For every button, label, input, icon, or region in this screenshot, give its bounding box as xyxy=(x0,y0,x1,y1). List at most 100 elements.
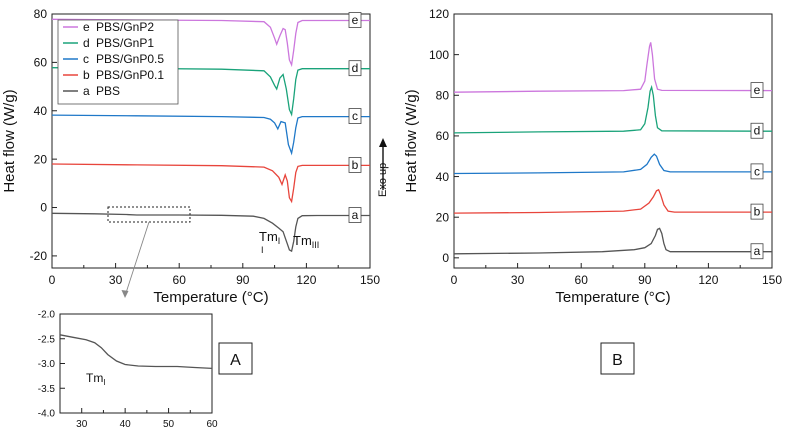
x-tick-label: 0 xyxy=(49,273,56,287)
inset-tm1-label: TmI xyxy=(86,371,106,387)
zoom-arrow-line xyxy=(124,221,150,297)
panel-b-chart: 0 30 60 90 120 150 0 20 40 60 80 100 120 Temperature … xyxy=(403,7,782,306)
panel-a-tag: A xyxy=(230,352,241,369)
y-tick-label: 40 xyxy=(436,170,450,184)
curve-label-a: a xyxy=(352,208,359,222)
exo-up-arrow-head xyxy=(379,138,387,147)
series-line-e xyxy=(453,42,773,93)
x-tick-label: 120 xyxy=(296,273,316,287)
curve-label-c: c xyxy=(352,109,358,123)
x-tick-label: 60 xyxy=(206,419,218,430)
y-axis-label: Heat flow (W/g) xyxy=(403,89,420,192)
y-tick-label: 60 xyxy=(436,129,450,143)
x-axis-label: Temperature (°C) xyxy=(153,289,268,306)
y-tick-label: 80 xyxy=(34,7,48,21)
y-tick-label: -2.5 xyxy=(38,334,56,345)
y-tick-label: 0 xyxy=(442,251,449,265)
x-tick-label: 30 xyxy=(109,273,123,287)
curve-label-box-c xyxy=(750,163,764,180)
panel-a-curves xyxy=(51,18,370,253)
x-tick-label: 90 xyxy=(236,273,250,287)
x-tick-label: 120 xyxy=(698,273,718,287)
legend-letter-a: a xyxy=(83,84,90,98)
curve-label-c: c xyxy=(754,164,760,178)
legend-letter-c: c xyxy=(83,52,89,66)
inset-axes: 30 40 50 60 -2.0 -2.5 -3.0 -3.5 -4.0 xyxy=(38,310,218,431)
curve-label-box-e xyxy=(348,12,362,28)
series-line-c xyxy=(51,114,370,156)
series-line-d xyxy=(453,84,773,134)
x-axis-label: Temperature (°C) xyxy=(555,289,670,306)
curve-label-box-e xyxy=(750,82,764,99)
y-tick-label: -3.0 xyxy=(38,359,56,370)
curve-label-e: e xyxy=(754,83,761,97)
inset-chart: 30 40 50 60 -2.0 -2.5 -3.0 -3.5 -4.0 TmI xyxy=(38,310,218,431)
y-tick-label: 40 xyxy=(34,104,48,118)
legend: e PBS/GnP2 d PBS/GnP1 c PBS/GnP0.5 b PBS/GnP0.1… xyxy=(63,20,164,98)
series-line-d xyxy=(51,67,370,117)
x-tick-label: 0 xyxy=(451,273,458,287)
y-tick-label: -20 xyxy=(30,249,48,263)
panel-b-frame xyxy=(453,13,773,269)
curve-label-box-b xyxy=(750,203,764,220)
y-tick-label: 0 xyxy=(40,201,47,215)
legend-label-b: PBS/GnP0.1 xyxy=(96,68,164,82)
series-line-a xyxy=(59,334,213,370)
y-tick-label: 20 xyxy=(436,210,450,224)
panel-a-curve-labels: a b c d e xyxy=(348,12,362,223)
series-line-b xyxy=(453,188,772,214)
inset-frame xyxy=(59,313,213,414)
legend-letter-d: d xyxy=(83,36,90,50)
panel-b-curves xyxy=(453,42,773,255)
y-tick-label: 100 xyxy=(429,48,449,62)
curve-label-a: a xyxy=(754,244,761,258)
x-tick-label: 30 xyxy=(511,273,525,287)
tm3-label: TmIII xyxy=(293,233,319,250)
panel-b-tag: B xyxy=(612,352,623,369)
series-line-a xyxy=(51,212,370,253)
curve-label-box-c xyxy=(348,108,362,124)
curve-label-box-a xyxy=(750,243,764,260)
x-tick-label: 150 xyxy=(762,273,782,287)
zoom-arrow-head xyxy=(121,290,129,298)
curve-label-d: d xyxy=(754,124,761,138)
tm1-label: TmI xyxy=(259,229,280,246)
legend-box xyxy=(57,19,179,105)
legend-label-c: PBS/GnP0.5 xyxy=(96,52,164,66)
legend-letter-e: e xyxy=(83,20,90,34)
curve-label-e: e xyxy=(352,13,359,27)
legend-letter-b: b xyxy=(83,68,90,82)
x-tick-label: 40 xyxy=(120,419,132,430)
inset-curves xyxy=(59,334,213,370)
series-line-b xyxy=(51,163,370,204)
tm1-extra-label: I xyxy=(261,245,264,255)
x-tick-label: 150 xyxy=(360,273,380,287)
y-tick-label: -2.0 xyxy=(38,310,56,321)
curve-label-b: b xyxy=(754,205,761,219)
y-tick-label: 120 xyxy=(429,7,449,21)
legend-label-e: PBS/GnP2 xyxy=(96,20,154,34)
curve-label-d: d xyxy=(352,61,359,75)
curve-label-box-d xyxy=(750,122,764,139)
y-tick-label: 60 xyxy=(34,56,48,70)
panel-a-tag-box xyxy=(218,342,253,375)
panel-b-tag-box xyxy=(600,342,635,375)
panel-b-axes: 0 30 60 90 120 150 0 20 40 60 80 100 120 Temperature … xyxy=(403,7,782,306)
curve-label-box-a xyxy=(348,207,362,223)
y-tick-label: 20 xyxy=(34,152,48,166)
panel-b-curve-labels: a b c d e xyxy=(750,82,764,260)
curve-label-box-d xyxy=(348,60,362,77)
curve-label-b: b xyxy=(352,158,359,172)
y-tick-label: -4.0 xyxy=(38,409,56,420)
x-tick-label: 90 xyxy=(638,273,652,287)
series-line-e xyxy=(51,18,370,68)
y-tick-label: 80 xyxy=(436,88,450,102)
legend-label-d: PBS/GnP1 xyxy=(96,36,154,50)
x-tick-label: 60 xyxy=(173,273,187,287)
x-tick-label: 60 xyxy=(575,273,589,287)
x-tick-label: 30 xyxy=(76,419,88,430)
series-line-a xyxy=(453,227,772,255)
